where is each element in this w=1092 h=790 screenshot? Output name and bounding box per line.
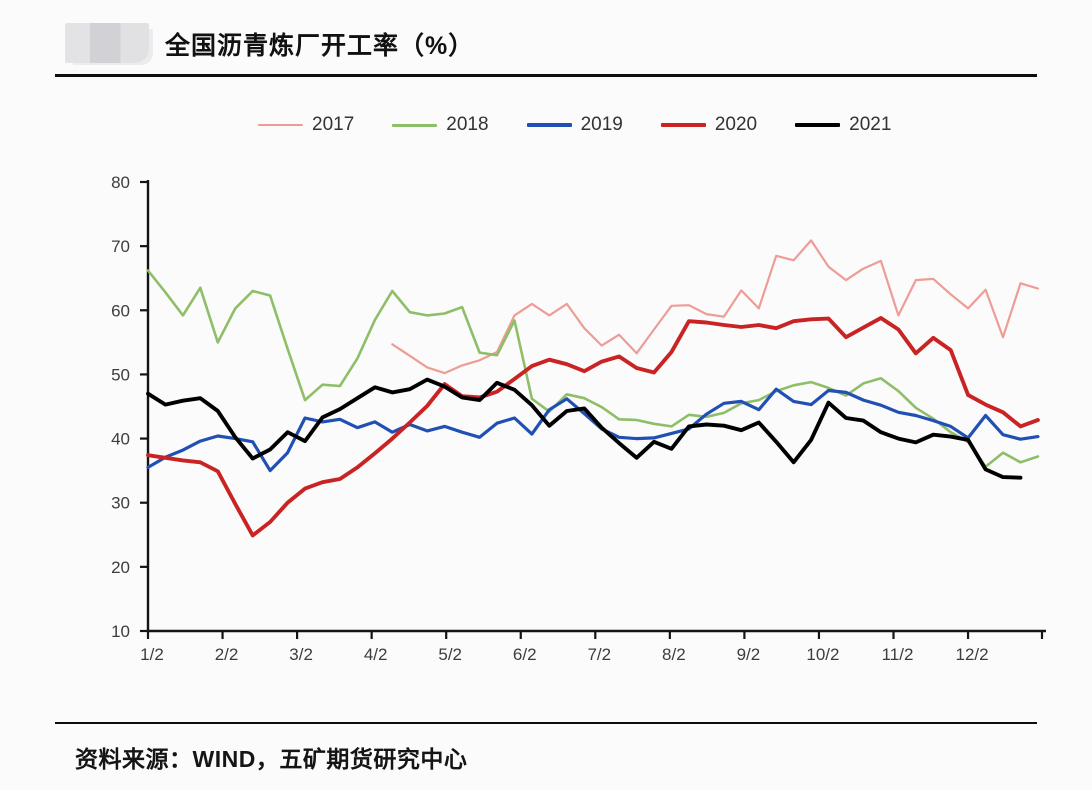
legend-item-2019: 2019 xyxy=(526,114,623,136)
footer-divider xyxy=(55,722,1037,724)
legend-label: 2019 xyxy=(580,114,623,135)
series-line-2020 xyxy=(146,316,1040,538)
x-tick-label: 6/2 xyxy=(513,645,537,664)
x-tick-label: 8/2 xyxy=(662,645,686,664)
x-tick-label: 10/2 xyxy=(806,645,839,664)
series-line-2021 xyxy=(146,377,1023,480)
y-tick-label: 50 xyxy=(111,365,130,384)
legend-item-2017: 2017 xyxy=(258,114,354,136)
data-source-note: 资料来源：WIND，五矿期货研究中心 xyxy=(75,746,468,772)
x-tick-label: 12/2 xyxy=(956,645,989,664)
legend-item-2021: 2021 xyxy=(795,114,891,136)
x-tick-label: 7/2 xyxy=(587,645,611,664)
title-divider xyxy=(55,74,1037,77)
legend-line-icon xyxy=(795,122,841,128)
x-tick-label: 5/2 xyxy=(438,645,462,664)
chart-title: 全国沥青炼厂开工率（%） xyxy=(165,32,475,60)
x-tick-label: 2/2 xyxy=(215,645,239,664)
x-tick-label: 9/2 xyxy=(737,645,761,664)
y-tick-label: 40 xyxy=(111,430,130,449)
y-tick-label: 30 xyxy=(111,494,130,513)
chart-axes: 10 20 30 40 50 60 70 80 1/2 2/2 3/2 4/2 5/2 6/2 7/2 8/2… xyxy=(111,173,1046,664)
series-line-2018 xyxy=(146,269,1040,469)
legend-item-2018: 2018 xyxy=(392,114,489,136)
y-tick-label: 80 xyxy=(111,173,130,192)
y-tick-label: 20 xyxy=(111,558,130,577)
series-line-2017 xyxy=(391,239,1040,375)
legend-line-icon xyxy=(258,123,303,127)
legend-item-2020: 2020 xyxy=(660,114,758,136)
x-tick-label: 3/2 xyxy=(289,645,313,664)
legend-line-icon xyxy=(392,123,438,127)
x-tick-label: 1/2 xyxy=(140,645,164,664)
x-tick-label: 11/2 xyxy=(882,645,914,664)
chart-legend: 2017 2018 2019 2020 2021 xyxy=(258,114,891,136)
legend-label: 2020 xyxy=(714,114,758,135)
x-tick-label: 4/2 xyxy=(364,645,388,664)
legend-label: 2021 xyxy=(849,114,892,135)
y-tick-label: 60 xyxy=(111,301,130,320)
legend-label: 2018 xyxy=(446,114,489,135)
company-logo-icon xyxy=(65,23,149,63)
legend-label: 2017 xyxy=(312,114,355,135)
chart-series xyxy=(146,239,1040,538)
y-tick-label: 70 xyxy=(111,237,130,256)
legend-line-icon xyxy=(660,122,706,128)
legend-line-icon xyxy=(526,123,572,127)
y-tick-label: 10 xyxy=(111,622,130,641)
